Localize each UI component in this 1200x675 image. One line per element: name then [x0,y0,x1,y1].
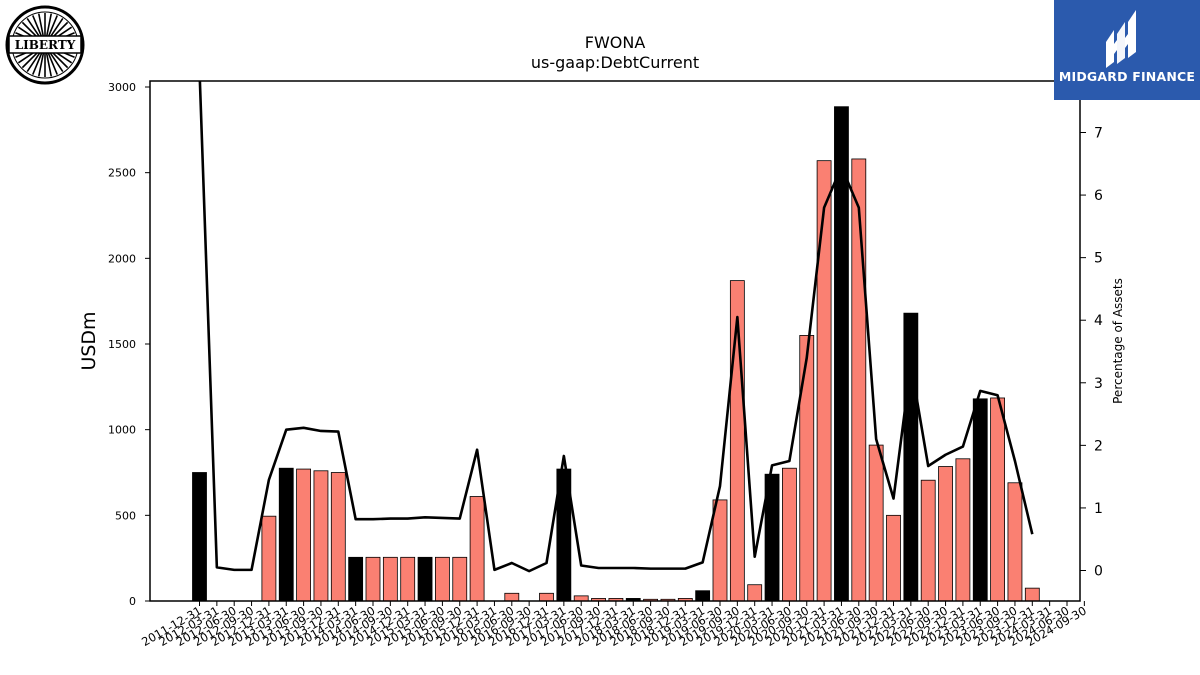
y2-axis-label: Percentage of Assets [1111,278,1125,404]
y-tick-label: 2500 [108,167,136,180]
y-tick-label: 0 [129,595,136,608]
bar-2014-03-31 [348,556,364,602]
bar-2017-06-30 [573,595,589,602]
bar-2016-12-31 [539,592,554,602]
y2-tick-label: 4 [1094,313,1103,329]
bar-2015-12-31 [469,496,485,602]
y2-tick-label: 3 [1094,376,1103,392]
percent-of-assets-line [198,81,1034,573]
bar-2020-12-31 [816,160,832,602]
y-tick-label: 3000 [108,81,136,94]
y-tick-label: 1000 [108,424,136,437]
bar-2023-03-31 [972,398,988,602]
y2-tick-label: 6 [1094,188,1103,204]
bar-2023-12-31 [1024,587,1040,602]
bar-2021-12-31 [886,514,901,602]
bar-2020-06-30 [782,467,797,602]
bar-series [192,106,1040,602]
bar-2013-09-30 [313,470,329,602]
bar-2021-06-30 [851,158,867,602]
y2-tick-label: 2 [1094,438,1103,454]
y-axis-left: 0 500 1000 1500 2000 2500 3000 [108,81,150,608]
y-tick-label: 500 [115,509,136,522]
bar-2019-12-31 [747,584,763,602]
bar-2022-03-31 [903,312,919,602]
bar-2022-06-30 [920,479,936,602]
liberty-logo: LIBERTY [5,5,85,85]
y-tick-label: 2000 [108,252,136,265]
y2-tick-label: 1 [1094,501,1103,517]
midgard-finance-text: MIDGARD FINANCE [1058,69,1196,84]
plot-frame [149,80,1081,602]
chart-subtitle: us-gaap:DebtCurrent [531,53,699,72]
y2-tick-label: 5 [1094,251,1103,267]
y-axis-label: USDm [78,311,100,370]
y2-tick-label: 7 [1094,126,1103,142]
bar-2012-12-31 [261,515,277,602]
bar-2022-09-30 [938,466,953,602]
bar-2013-06-30 [296,468,312,602]
bar-2023-09-30 [1007,482,1023,602]
y-axis-right: 0 1 2 3 4 5 6 7 [1080,126,1103,580]
bar-2020-09-30 [799,335,815,602]
bar-2013-03-31 [278,467,294,602]
y-tick-label: 1500 [108,338,136,351]
bar-2013-12-31 [330,472,346,602]
bar-2019-06-30 [712,499,728,602]
bar-2016-06-30 [504,592,520,602]
bar-2014-12-31 [400,556,416,602]
bar-2014-06-30 [365,556,381,602]
liberty-logo-text: LIBERTY [15,38,76,52]
bar-2015-09-30 [452,556,468,602]
bar-2021-09-30 [868,444,884,602]
bar-2011-12-31 [192,472,207,602]
y2-tick-label: 0 [1094,564,1103,580]
bar-2015-06-30 [434,556,450,602]
percent-line-series [198,81,1034,573]
bar-2022-12-31 [955,458,971,602]
chart-title: FWONA [585,33,646,52]
bar-2014-09-30 [382,556,398,602]
midgard-finance-logo: MIDGARD FINANCE [1054,0,1200,100]
bar-2019-03-31 [695,590,711,602]
bar-2015-03-31 [417,556,433,602]
x-axis: 2011-12-312012-03-312012-06-302012-09-30… [139,601,1089,649]
bar-2023-06-30 [990,397,1005,602]
